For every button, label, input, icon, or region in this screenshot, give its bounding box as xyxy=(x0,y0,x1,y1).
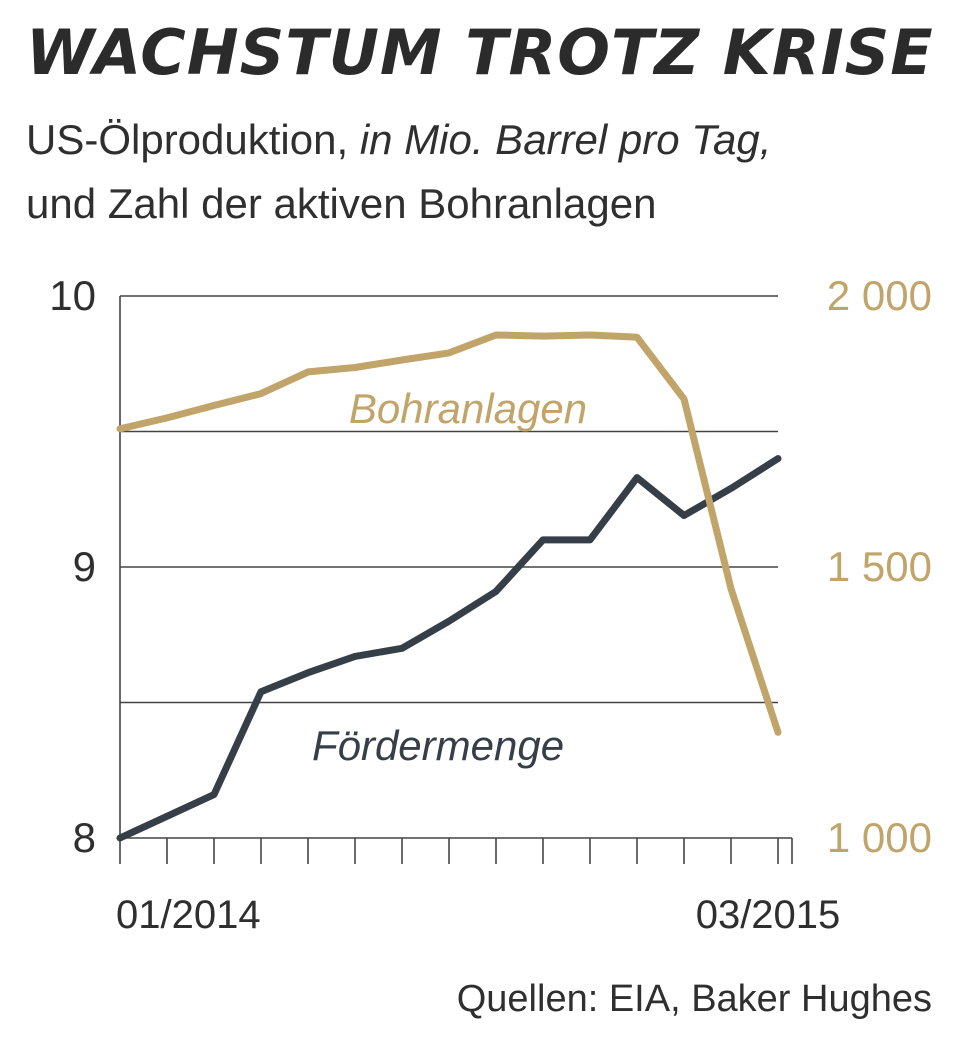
right-axis-label: 2 000 xyxy=(827,272,932,319)
x-tick-label: 03/2015 xyxy=(696,893,841,937)
right-axis-label: 1 500 xyxy=(827,543,932,590)
source-note: Quellen: EIA, Baker Hughes xyxy=(456,978,932,1020)
left-axis-label: 10 xyxy=(49,272,96,319)
subtitle-text: US-Ölproduktion, xyxy=(26,116,360,163)
chart-title: WACHSTUM TROTZ KRISE xyxy=(26,16,934,89)
left-axis-label: 9 xyxy=(73,543,96,590)
subtitle-unit: in Mio. Barrel pro Tag, xyxy=(359,116,772,163)
rigs-line xyxy=(116,331,782,736)
x-tick-label: 01/2014 xyxy=(116,893,261,937)
right-axis-label: 1 000 xyxy=(827,814,932,861)
production-series-label: Fördermenge xyxy=(312,722,564,769)
production-line xyxy=(116,455,782,842)
left-axis-label: 8 xyxy=(73,814,96,861)
chart-subtitle: US-Ölproduktion, in Mio. Barrel pro Tag,… xyxy=(26,108,771,236)
rigs-series-label: Bohranlagen xyxy=(349,385,587,432)
subtitle-line2: und Zahl der aktiven Bohranlagen xyxy=(26,180,657,227)
